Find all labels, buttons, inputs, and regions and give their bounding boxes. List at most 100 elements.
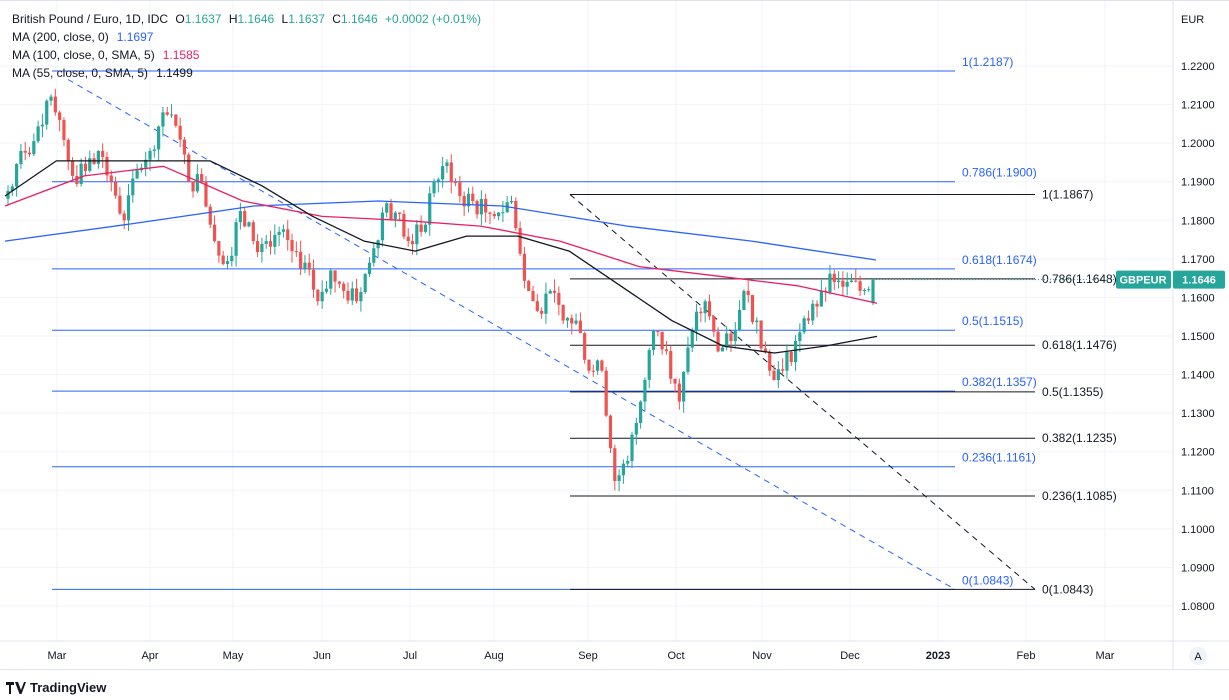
candle [613,444,617,491]
candle [234,218,238,267]
candle-body [152,149,156,151]
candle-body [101,150,105,157]
candle-body [436,179,440,182]
candle-body [608,415,613,449]
candle-body [858,281,862,291]
candle-body [268,241,273,247]
candle-body [557,292,561,305]
candle [398,212,402,221]
auto-scale-button[interactable] [1189,647,1207,665]
last-price-badge [1173,270,1225,289]
candle [544,282,548,324]
candle-body [544,293,548,314]
candle [669,345,673,384]
candle [746,280,750,303]
tradingview-logo[interactable]: TradingView [6,680,106,695]
candle-body [350,288,354,301]
candle-body [854,280,858,282]
candle [854,269,858,283]
candle-body [716,331,720,352]
candle-body [445,162,449,167]
candle-body [604,370,608,416]
price-tick-label: 1.2100 [1181,100,1215,112]
candle-body [686,347,690,372]
candle [294,241,298,257]
change-value: +0.0002 (+0.01%) [384,12,482,26]
candle-body [802,318,806,333]
price-tick-label: 1.1400 [1181,370,1215,382]
candle-body [501,212,505,214]
price-tick-label: 1.2000 [1181,138,1215,150]
candle [432,178,436,198]
ma55-value: 1.1499 [156,66,193,80]
candle [600,359,604,373]
candle [639,400,643,429]
candle-body [273,234,277,247]
candle-body [406,236,410,242]
candle-body [441,166,445,180]
candle [126,184,131,232]
candle [316,289,320,306]
price-tick-label: 1.1800 [1181,215,1215,227]
price-tick-label: 1.1000 [1181,524,1215,536]
candle-body [299,251,303,269]
candle [354,278,359,304]
price-tick-label: 1.1500 [1181,331,1215,343]
candle [574,313,578,326]
candle-body [195,174,199,192]
candle-body [243,211,247,227]
candle-body [36,126,40,142]
candle [793,335,798,371]
fib-level-label: 0.382(1.1235) [1042,431,1117,445]
trendline-black-dashed [569,194,1036,590]
candle [595,359,600,375]
candle [522,246,527,289]
time-tick-label: Jun [313,650,331,662]
candle-body [333,270,337,282]
candle-body [45,100,49,125]
candle-body [385,203,389,213]
candle-body [135,170,139,179]
moving-average-line [4,160,878,354]
candle-body [750,295,755,323]
candle [169,104,174,118]
candle [58,110,62,132]
ma200-legend[interactable]: MA (200, close, 0) 1.1697 [12,30,154,44]
ma100-legend[interactable]: MA (100, close, 0, SMA, 5) 1.1585 [12,48,200,62]
price-tick-label: 1.1900 [1181,177,1215,189]
candle [376,239,380,257]
candle [445,159,449,173]
candle-body [621,463,625,476]
candle-body [62,119,66,140]
candle-body [707,301,712,317]
candle-body [324,288,329,292]
candle [535,294,539,313]
candle [617,469,621,492]
candle [200,168,204,183]
candle [733,321,737,349]
candle [195,164,199,194]
candle-body [785,351,789,371]
candle [815,300,819,318]
candle [260,237,264,263]
candle [157,125,161,161]
candle [212,215,217,243]
close-value: 1.1646 [340,12,378,26]
candle [299,240,303,276]
candle-body [449,162,453,183]
price-chart[interactable]: EUR 1.2200 1.2100 1.2000 1.1900 1.1800 1.1700 1… [0,1,1229,669]
candle-body [651,330,656,351]
candle-body [509,200,514,203]
time-tick-label: Sep [578,650,598,662]
candle [781,358,785,375]
chart-frame: EUR 1.2200 1.2100 1.2000 1.1900 1.1800 1.1700 1… [0,0,1229,670]
candle-body [677,383,681,402]
price-tick-label: 1.2200 [1181,61,1215,73]
candle [45,99,49,130]
candle-body [363,273,367,293]
ma55-legend[interactable]: MA (55, close, 0, SMA, 5) 1.1499 [12,66,193,80]
candle-body [27,152,32,155]
candle-body [398,212,402,214]
candle-body [514,200,518,229]
candle [453,178,458,187]
